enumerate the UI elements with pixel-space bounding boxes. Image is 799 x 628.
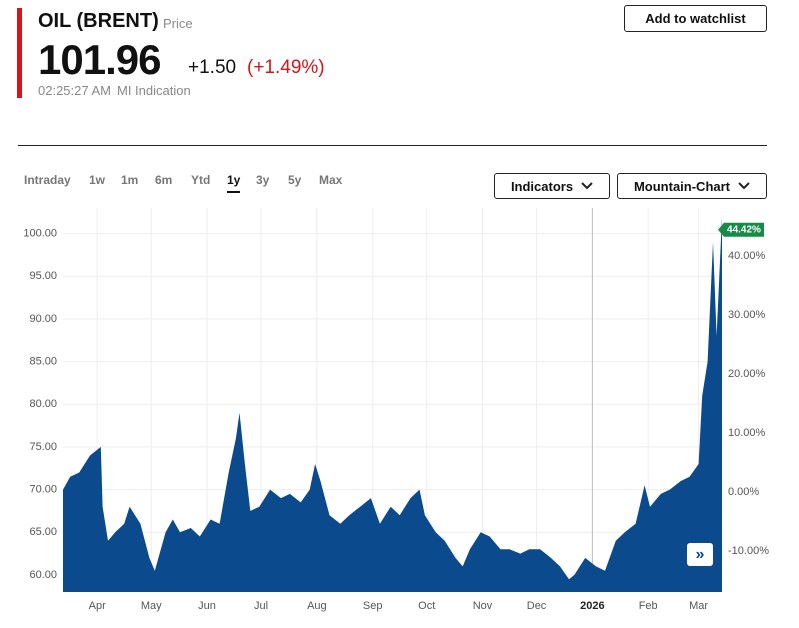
y-tick-label: 100.00 [23,228,57,240]
tab[interactable]: 3y [256,173,270,187]
scroll-button[interactable]: » [687,543,713,566]
last-badge-label: 44.42% [727,224,761,235]
y-tick-label: 85.00 [29,356,57,368]
x-tick-label: Dec [527,600,547,612]
x-tick-label: Jul [254,600,268,612]
chevron [738,182,750,190]
indicators-button[interactable]: Indicators [494,173,610,199]
title: OIL (BRENT) [38,10,159,32]
y2-tick-label: 30.00% [728,309,766,321]
subtitle: Price [163,16,193,31]
y-tick-label: 80.00 [29,398,57,410]
x-tick-label: 2026 [580,600,604,612]
y-tick-label: 75.00 [29,441,57,453]
tab[interactable]: 1y [227,173,241,193]
x-tick-label: Feb [639,600,658,612]
x-tick-label: Aug [307,600,327,612]
indicators-label: Indicators [510,178,574,194]
watchlist-button[interactable]: Add to watchlist [624,5,767,32]
tab[interactable]: 1m [121,173,139,187]
x-tick-label: Apr [89,600,106,612]
chart-type-label: Mountain-Chart [633,178,731,194]
y-tick-label: 70.00 [29,484,57,496]
x-tick-label: Mar [689,600,708,612]
y-tick-label: 95.00 [29,270,57,282]
y2-tick-label: -10.00% [728,545,769,557]
y-tick-label: 65.00 [29,526,57,538]
divider [18,145,767,146]
x-tick-label: Nov [473,600,493,612]
chart-type-button[interactable]: Mountain-Chart [617,173,767,199]
area [63,216,722,592]
last-badge [718,222,764,237]
y2-tick-label: 10.00% [728,427,766,439]
x-tick-label: Jun [198,600,216,612]
y-tick-label: 60.00 [29,569,57,581]
chevron [581,182,593,190]
change: +1.50 [188,57,237,78]
x-tick-label: Oct [418,600,435,612]
x-tick-label: Sep [363,600,383,612]
price: 101.96 [38,36,161,83]
tab[interactable]: Ytd [191,173,211,187]
y2-tick-label: 0.00% [728,486,759,498]
time: 02:25:27 AM [38,83,111,98]
tab[interactable]: 5y [288,173,302,187]
y-tick-label: 90.00 [29,313,57,325]
tab[interactable]: 1w [89,173,106,187]
source: MI Indication [117,83,191,98]
accent-bar [17,8,22,98]
x-tick-label: May [141,600,162,612]
tab[interactable]: Max [319,173,343,187]
y2-tick-label: 40.00% [728,250,766,262]
y2-tick-label: 20.00% [728,368,766,380]
change-pct: (+1.49%) [247,57,325,78]
tab[interactable]: 6m [155,173,173,187]
tab[interactable]: Intraday [24,173,71,187]
